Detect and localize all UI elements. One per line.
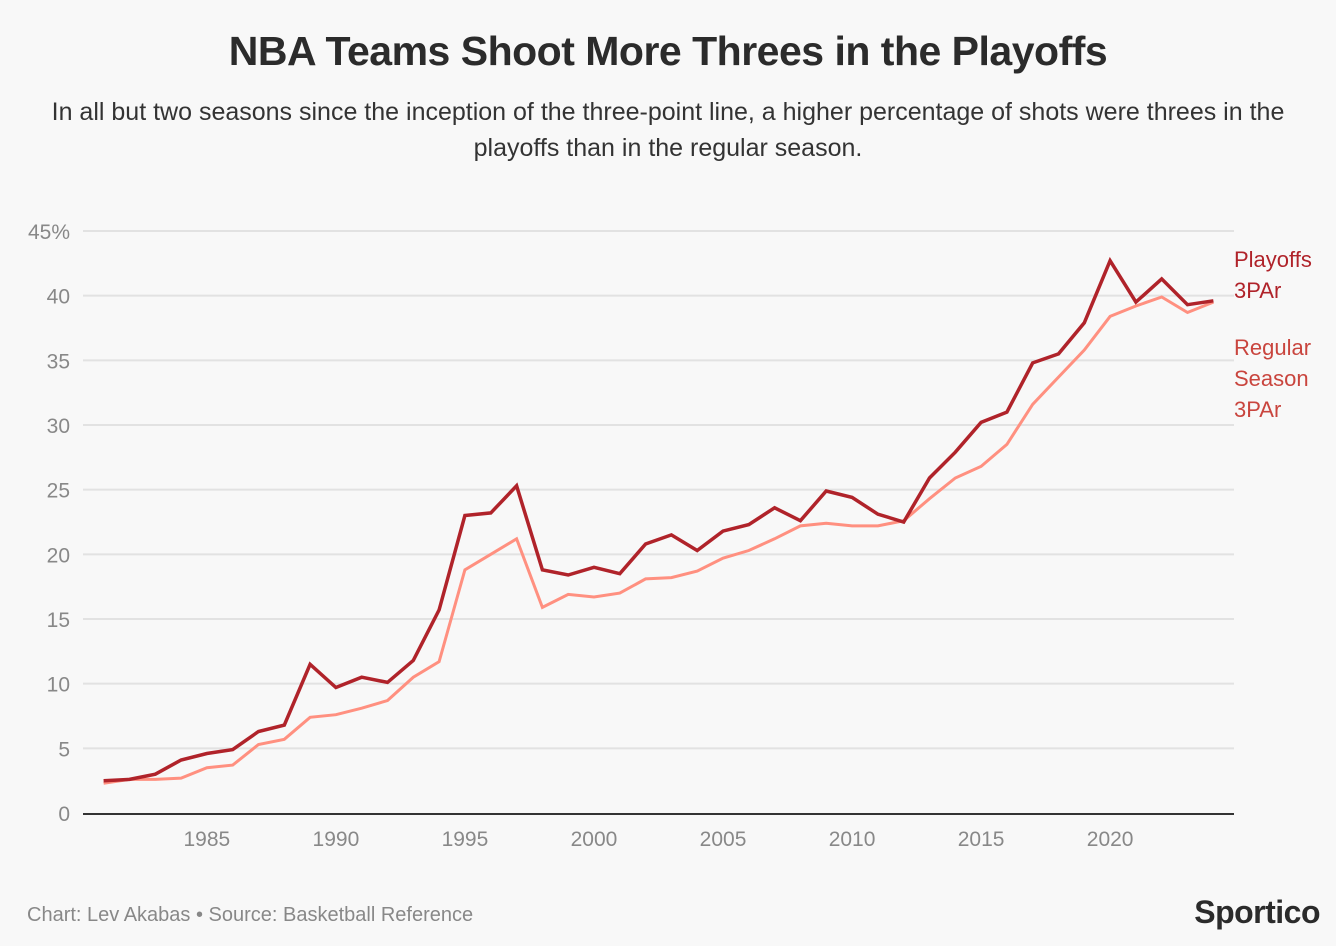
x-tick-label: 1995	[442, 828, 489, 851]
series-label: 3PAr	[1234, 278, 1281, 303]
y-tick-label: 15	[47, 609, 70, 632]
series-line-regular-season	[103, 295, 1214, 785]
y-tick-label: 35	[47, 350, 70, 373]
y-tick-label: 5	[58, 738, 70, 761]
y-tick-label: 25	[47, 480, 70, 503]
line-chart: 0 5 10 15 20 25 30 35 40 45% 1985 1990 1995 2000 2005 2…	[28, 221, 1312, 851]
x-tick-label: 1985	[184, 828, 231, 851]
y-tick-label: 10	[47, 674, 70, 697]
x-tick-label: 2010	[829, 828, 876, 851]
series-label: Playoffs	[1234, 247, 1312, 272]
source-credit: Chart: Lev Akabas • Source: Basketball R…	[27, 904, 474, 926]
x-tick-label: 2000	[571, 828, 618, 851]
y-tick-label: 0	[58, 803, 70, 826]
y-tick-label: 20	[47, 544, 70, 567]
chart-title: NBA Teams Shoot More Threes in the Playo…	[228, 28, 1108, 74]
x-tick-label: 2005	[700, 828, 747, 851]
series-label: Season	[1234, 366, 1309, 391]
y-tick-label: 40	[47, 286, 70, 309]
x-tick-label: 1990	[313, 828, 360, 851]
series-label: 3PAr	[1234, 397, 1281, 422]
series-line-playoffs	[103, 256, 1214, 783]
y-tick-label: 45%	[28, 221, 70, 244]
x-tick-label: 2015	[958, 828, 1005, 851]
y-tick-label: 30	[47, 415, 70, 438]
chart-subtitle: In all but two seasons since the incepti…	[51, 98, 1285, 162]
sportico-logo: Sportico	[1194, 894, 1320, 930]
x-tick-label: 2020	[1087, 828, 1134, 851]
series-label: Regular	[1234, 335, 1311, 360]
